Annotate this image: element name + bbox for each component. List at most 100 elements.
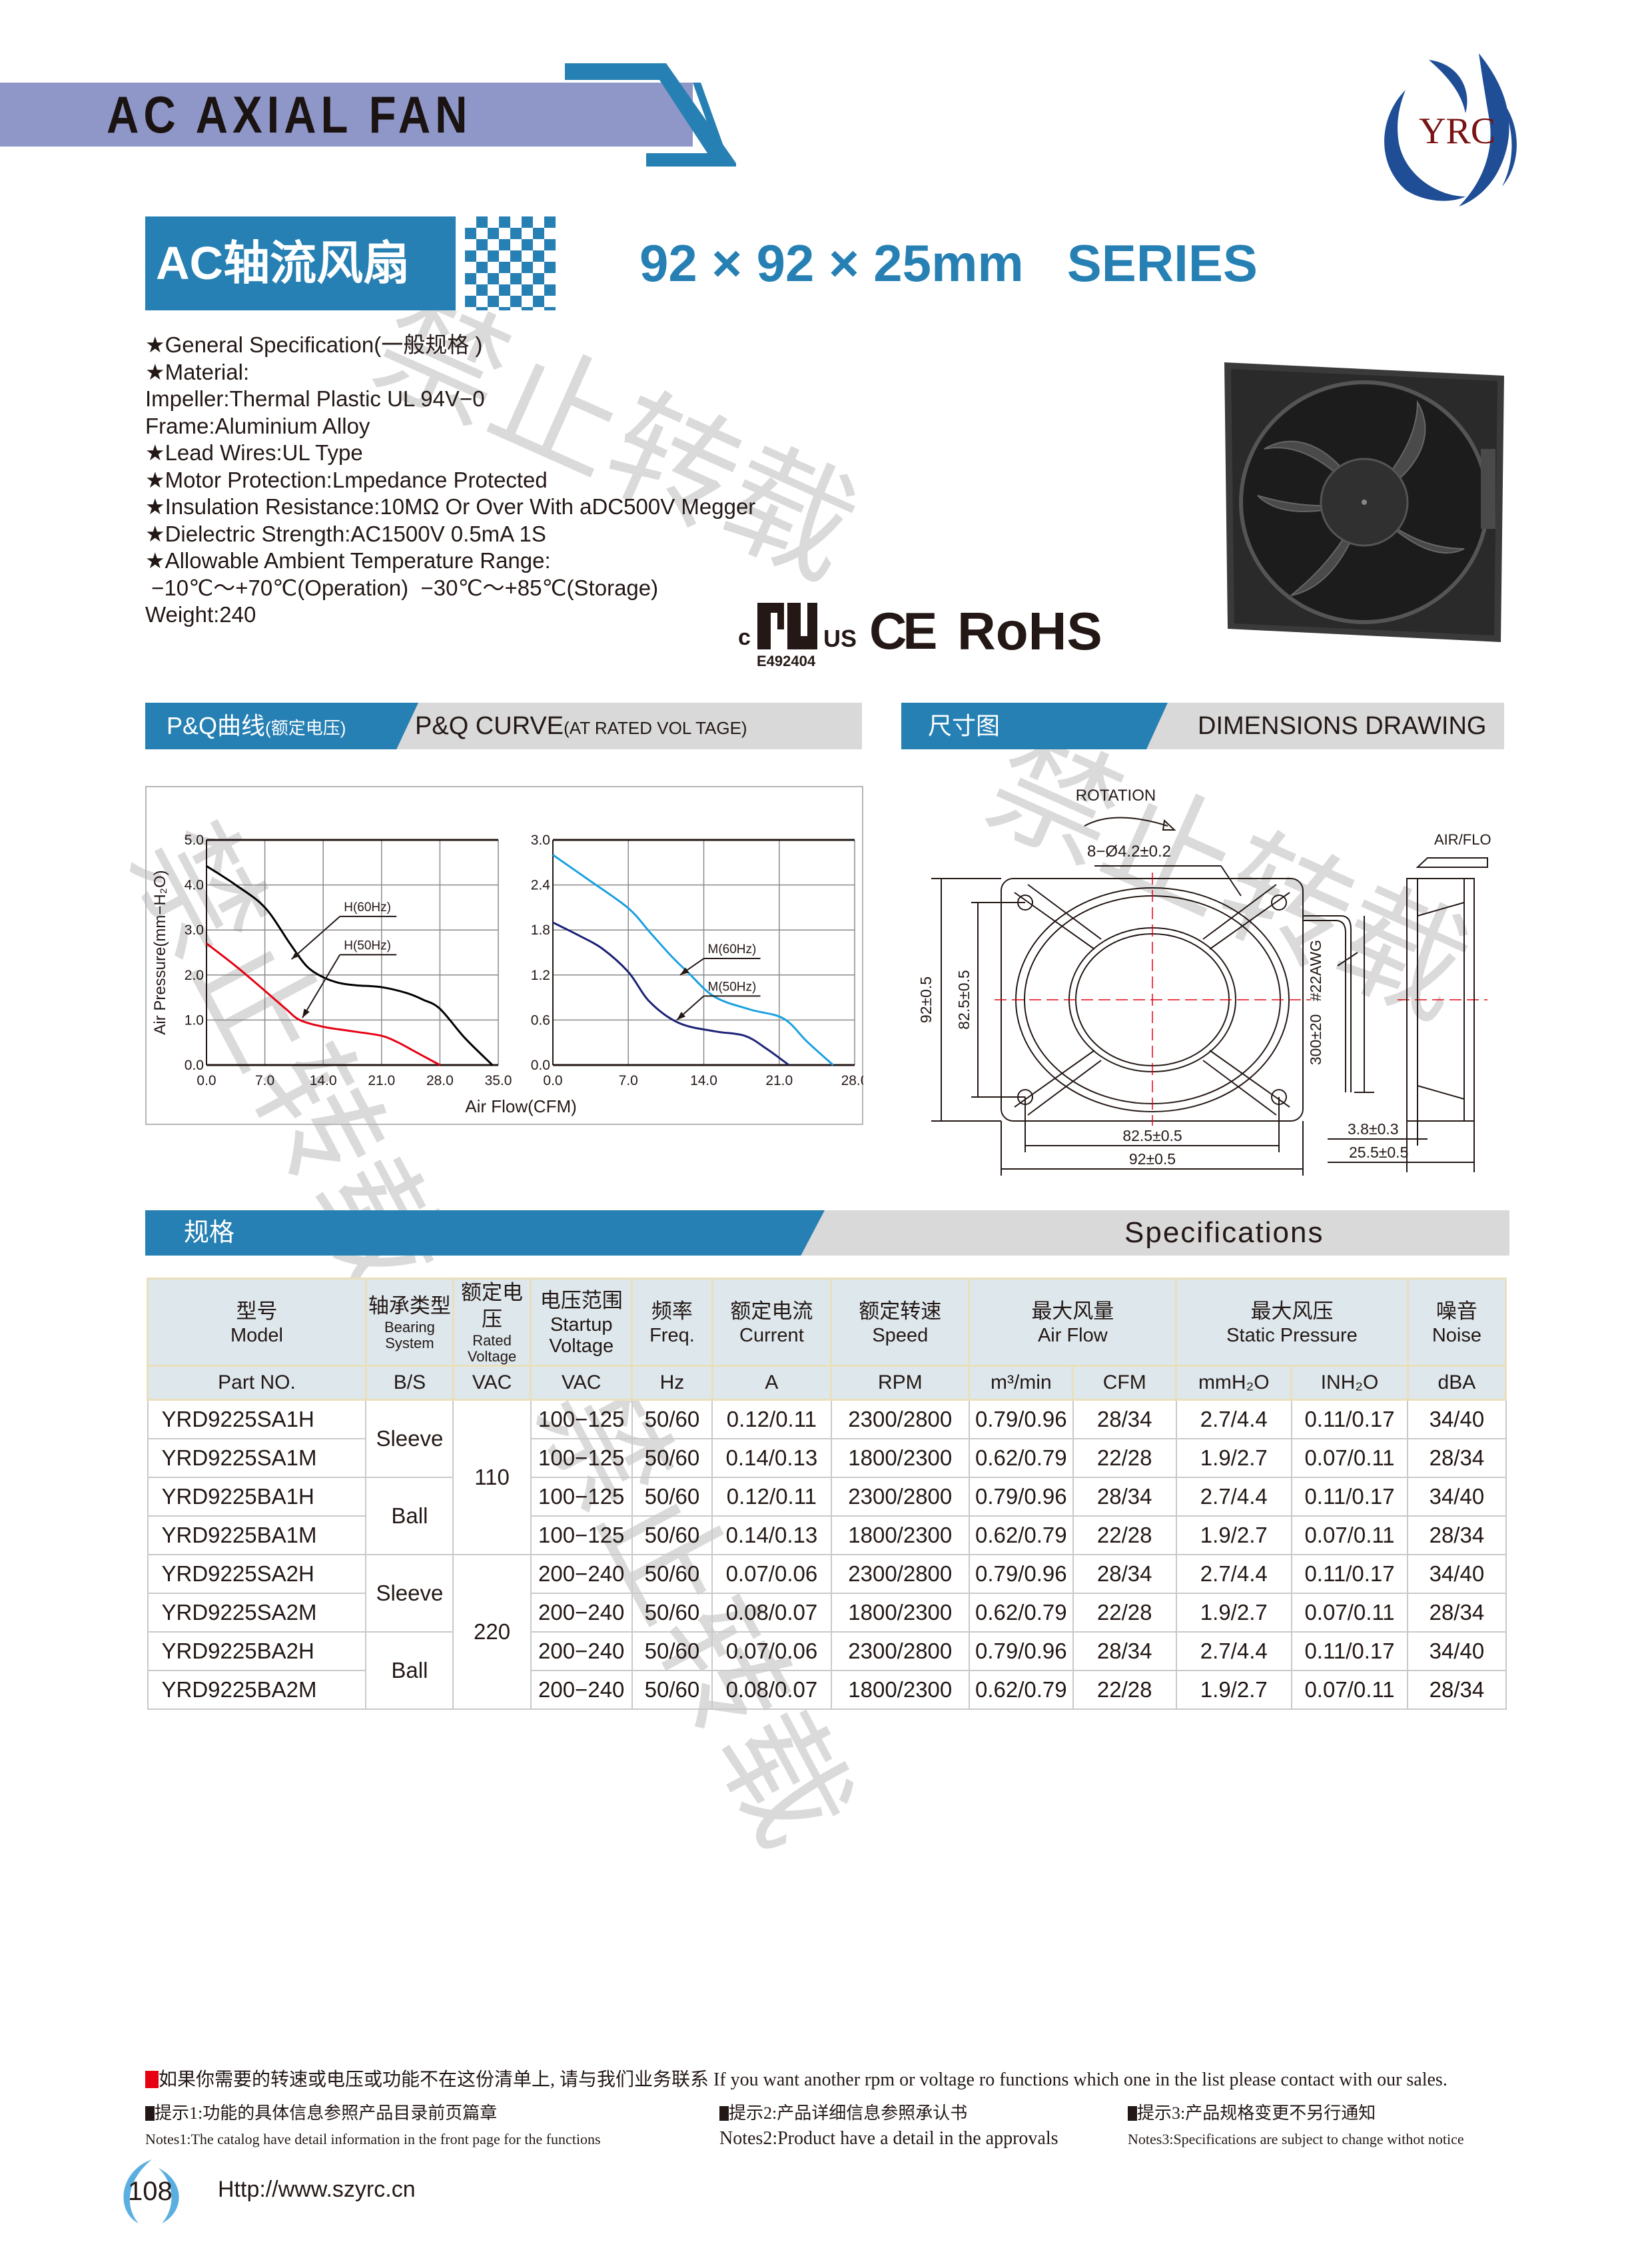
airflow-cfm-cell: 22/28 bbox=[1072, 1593, 1177, 1633]
current-cell: 0.12/0.11 bbox=[711, 1477, 832, 1517]
spec-line: ★Material: bbox=[145, 359, 250, 384]
arrowhead-icon bbox=[291, 950, 300, 960]
frequency-cell: 50/60 bbox=[631, 1477, 713, 1517]
col-noise: 噪音 Noise bbox=[1406, 1278, 1507, 1367]
spec-cn-title: 规格 bbox=[184, 1219, 235, 1247]
rotation-arrow-icon bbox=[1084, 817, 1168, 827]
noise-cell: 34/40 bbox=[1407, 1554, 1507, 1594]
airflow-label: AIR/FLO bbox=[1434, 831, 1491, 848]
series-label: M(50Hz) bbox=[708, 980, 757, 994]
x-tick-label: 21.0 bbox=[368, 1073, 395, 1088]
website-link[interactable]: Http://www.szyrc.cn bbox=[218, 2177, 416, 2202]
table-row: YRD9225BA1M 100−125 50/60 0.14/0.13 1800/230… bbox=[147, 1515, 1507, 1555]
airflow-m3-cell: 0.62/0.79 bbox=[968, 1515, 1074, 1555]
note-3: 提示3:产品规格变更不另行通知 Notes3:Specifications ar… bbox=[1128, 2103, 1464, 2147]
yrc-logo: YRC bbox=[1384, 53, 1517, 206]
y-tick-label: 3.0 bbox=[531, 833, 550, 848]
table-row: YRD9225SA1M 100−125 50/60 0.14/0.13 1800/230… bbox=[147, 1438, 1507, 1478]
table-row: YRD9225BA2M 200−240 50/60 0.08/0.07 1800/230… bbox=[147, 1670, 1507, 1710]
airflow-m3-cell: 0.62/0.79 bbox=[968, 1593, 1074, 1633]
noise-cell: 28/34 bbox=[1407, 1593, 1507, 1633]
dim-en-title: DIMENSIONS DRAWING bbox=[1198, 712, 1487, 740]
airflow-cfm-cell: 28/34 bbox=[1072, 1399, 1177, 1439]
spec-line: ★Allowable Ambient Temperature Range: bbox=[145, 548, 551, 573]
current-cell: 0.14/0.13 bbox=[711, 1438, 832, 1478]
width-inner-label: 82.5±0.5 bbox=[1122, 1127, 1182, 1144]
contact-note: 如果你需要的转速或电压或功能不在这份清单上, 请与我们业务联系 If you w… bbox=[145, 2065, 1447, 2091]
x-tick-label: 7.0 bbox=[619, 1073, 638, 1088]
pressure-mmh2o-cell: 1.9/2.7 bbox=[1175, 1593, 1292, 1633]
header-band bbox=[0, 83, 693, 147]
airflow-cfm-cell: 28/34 bbox=[1072, 1554, 1177, 1594]
startup-voltage-cell: 100−125 bbox=[530, 1477, 633, 1517]
page-number-swirl-icon bbox=[123, 2159, 179, 2223]
y-tick-label: 1.2 bbox=[531, 968, 550, 983]
pressure-inh2o-cell: 0.11/0.17 bbox=[1290, 1399, 1409, 1439]
spec-line: ★Lead Wires:UL Type bbox=[145, 440, 363, 465]
frequency-cell: 50/60 bbox=[631, 1438, 713, 1478]
y-tick-label: 4.0 bbox=[185, 878, 204, 893]
airflow-cfm-cell: 22/28 bbox=[1072, 1515, 1177, 1555]
y-tick-label: 0.0 bbox=[531, 1058, 550, 1073]
label-arrow-line bbox=[302, 954, 341, 1018]
noise-cell: 34/40 bbox=[1407, 1399, 1507, 1439]
spec-line: ★Dielectric Strength:AC1500V 0.5mA 1S bbox=[145, 521, 546, 546]
spec-line: Impeller:Thermal Plastic UL 94V−0 bbox=[145, 386, 485, 411]
part-number-cell: YRD9225SA1H bbox=[147, 1399, 367, 1439]
airflow-m3-cell: 0.79/0.96 bbox=[968, 1554, 1074, 1594]
pressure-mmh2o-cell: 2.7/4.4 bbox=[1175, 1631, 1292, 1671]
height-inner-label: 82.5±0.5 bbox=[955, 970, 973, 1029]
pressure-mmh2o-cell: 1.9/2.7 bbox=[1175, 1438, 1292, 1478]
x-tick-label: 0.0 bbox=[197, 1073, 216, 1088]
page-number: 108 bbox=[128, 2177, 173, 2206]
y-tick-label: 0.6 bbox=[531, 1012, 550, 1028]
airflow-arrow-icon bbox=[1416, 857, 1488, 868]
pressure-mmh2o-cell: 2.7/4.4 bbox=[1175, 1477, 1292, 1517]
table-row: YRD9225BA2H Ball 200−240 50/60 0.07/0.06 2300… bbox=[147, 1631, 1507, 1710]
pq-chart-frame: Air Pressure(mm−H₂O) Air Flow(CFM) 0.0 7.… bbox=[145, 786, 863, 1125]
note-1: 提示1:功能的具体信息参照产品目录前页篇章 Notes1:The catalog… bbox=[145, 2103, 601, 2147]
pressure-inh2o-cell: 0.11/0.17 bbox=[1290, 1477, 1409, 1517]
part-number-cell: YRD9225SA2M bbox=[147, 1593, 367, 1633]
current-cell: 0.08/0.07 bbox=[711, 1670, 832, 1710]
x-tick-label: 21.0 bbox=[765, 1073, 793, 1088]
pressure-inh2o-cell: 0.07/0.11 bbox=[1290, 1438, 1409, 1478]
table-row: YRD9225BA1H Ball 100−125 50/60 0.12/0.11 2300… bbox=[147, 1477, 1507, 1555]
current-cell: 0.14/0.13 bbox=[711, 1515, 832, 1555]
series-line-h60hz bbox=[206, 865, 494, 1066]
series-label: H(50Hz) bbox=[344, 938, 391, 952]
series-title: 92 × 92 × 25mm SERIES bbox=[639, 234, 1258, 292]
frequency-cell: 50/60 bbox=[631, 1399, 713, 1439]
part-number-cell: YRD9225BA1H bbox=[147, 1477, 367, 1517]
speed-cell: 1800/2300 bbox=[830, 1515, 970, 1555]
airflow-cfm-cell: 28/34 bbox=[1072, 1477, 1177, 1517]
unit-cell: INH₂O bbox=[1290, 1365, 1409, 1401]
noise-cell: 28/34 bbox=[1407, 1438, 1507, 1478]
logo-text: YRC bbox=[1419, 111, 1495, 152]
y-tick-label: 2.0 bbox=[185, 968, 204, 983]
unit-cell: m³/min bbox=[968, 1365, 1074, 1401]
spec-line: ★Motor Protection:Lmpedance Protected bbox=[145, 467, 548, 492]
col-bearing: 轴承类型 Bearing System bbox=[364, 1278, 454, 1367]
pressure-inh2o-cell: 0.11/0.17 bbox=[1290, 1554, 1409, 1594]
spec-en-title: Specifications bbox=[1124, 1216, 1324, 1249]
noise-cell: 28/34 bbox=[1407, 1515, 1507, 1555]
table-header-row: 型号 Model 轴承类型 Bearing System 额定电压 Rated Vol… bbox=[147, 1278, 1507, 1367]
current-cell: 0.08/0.07 bbox=[711, 1593, 832, 1633]
series-line-m50hz bbox=[552, 921, 790, 1066]
current-cell: 0.07/0.06 bbox=[711, 1631, 832, 1671]
y-tick-label: 5.0 bbox=[185, 833, 204, 848]
checker-decoration bbox=[465, 216, 556, 310]
x-tick-label: 28.0 bbox=[426, 1073, 454, 1088]
pressure-inh2o-cell: 0.07/0.11 bbox=[1290, 1515, 1409, 1555]
dimensions-drawing: ROTATION 8−Ø4.2±0.2 300±20 #22AWG AIR/FL… bbox=[917, 787, 1491, 1176]
table-row: YRD9225SA2H Sleeve 220 200−240 50/60 0.07/0.0… bbox=[147, 1554, 1507, 1710]
unit-cell: B/S bbox=[364, 1365, 454, 1401]
holes-label: 8−Ø4.2±0.2 bbox=[1087, 843, 1171, 861]
startup-voltage-cell: 100−125 bbox=[530, 1399, 633, 1439]
ul-file-number: E492404 bbox=[757, 653, 816, 669]
airflow-m3-cell: 0.79/0.96 bbox=[968, 1477, 1074, 1517]
spec-line: ★Insulation Resistance:10MΩ Or Over With… bbox=[145, 494, 756, 519]
airflow-m3-cell: 0.79/0.96 bbox=[968, 1631, 1074, 1671]
arrowhead-icon bbox=[679, 967, 689, 975]
